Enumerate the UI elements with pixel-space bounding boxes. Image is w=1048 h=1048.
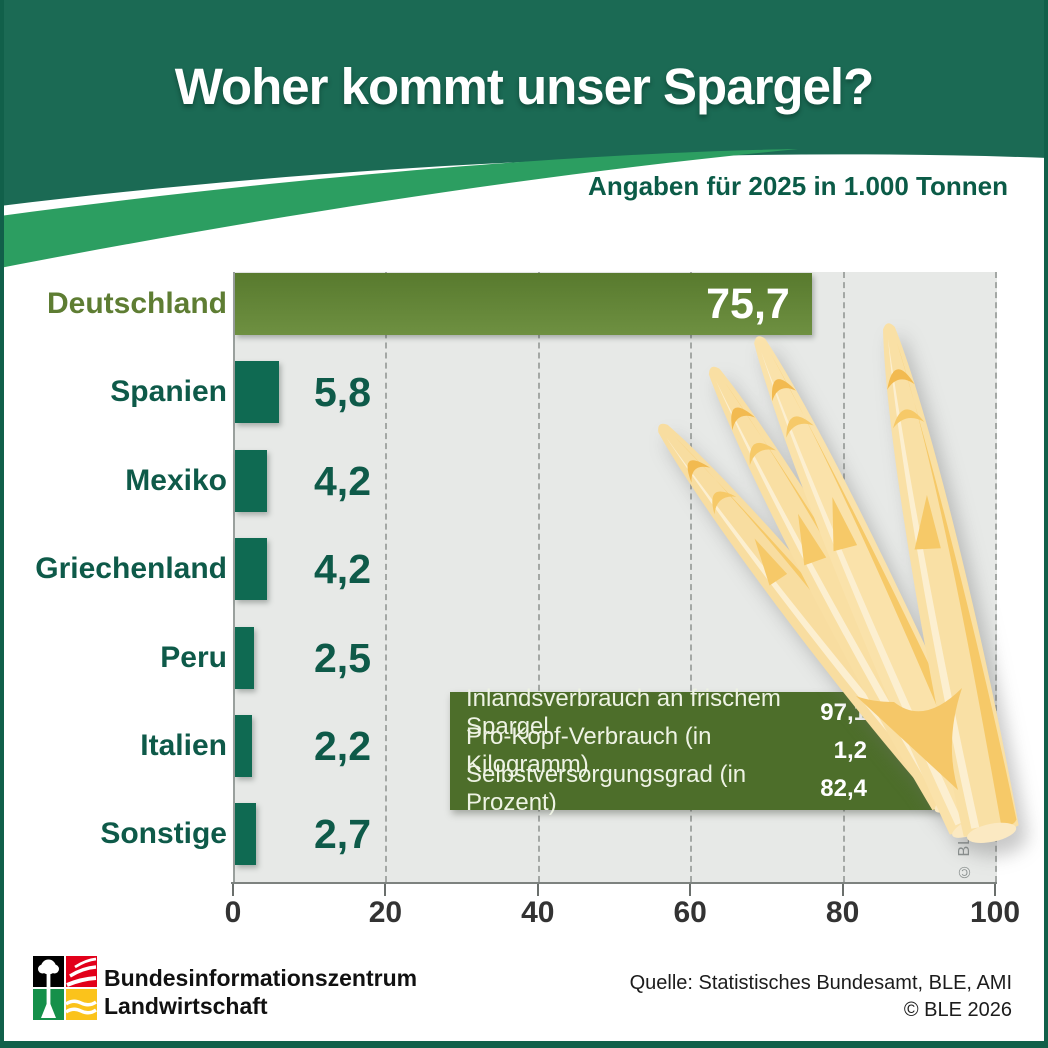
category-label-deutschland: Deutschland [46, 287, 227, 320]
bar-spanien [235, 361, 280, 423]
category-label-italien: Italien [140, 729, 227, 762]
ble-watermark: © BLE [956, 823, 973, 880]
x-tick-label-80: 80 [825, 896, 860, 929]
gridline-100 [995, 272, 997, 882]
organization-name: Bundesinformationszentrum Landwirtschaft [104, 964, 417, 1020]
bar-value-mexiko: 4,2 [314, 458, 371, 504]
x-tick-mark-80 [841, 884, 844, 896]
source-block: Quelle: Statistisches Bundesamt, BLE, AM… [630, 970, 1012, 1024]
category-label-sonstige: Sonstige [100, 817, 227, 850]
x-tick-mark-20 [384, 884, 387, 896]
header-band [0, 0, 1048, 268]
consumption-info-box: Inlandsverbrauch an frischem Spargel 97,1… [450, 685, 955, 816]
info-row-2-value: 1,2 [833, 737, 867, 764]
gridline-20 [385, 272, 388, 882]
x-tick-mark-100 [994, 884, 996, 896]
bar-value-spanien: 5,8 [314, 369, 371, 415]
bar-value-deutschland: 75,7 [706, 279, 790, 328]
organization-name-line1: Bundesinformationszentrum [104, 965, 418, 991]
source-text: Quelle: Statistisches Bundesamt, BLE, AM… [629, 972, 1012, 994]
bar-deutschland: 75,7 [235, 273, 812, 335]
info-row-3: Selbstversorgungsgrad (in Prozent) 82,4 [450, 761, 955, 816]
page-title: Woher kommt unser Spargel? [174, 58, 875, 115]
x-tick-label-60: 60 [673, 896, 707, 929]
frame-right-border [1044, 0, 1048, 1048]
info-row-3-label: Selbstversorgungsgrad (in Prozent) [466, 761, 747, 816]
chart-subtitle: Angaben für 2025 in 1.000 Tonnen [588, 171, 1008, 201]
bar-griechenland [235, 538, 267, 600]
category-label-spanien: Spanien [110, 375, 227, 408]
bar-italien [235, 715, 252, 777]
bar-mexiko [235, 450, 267, 512]
frame-left-border [0, 0, 4, 1048]
x-tick-mark-0 [232, 884, 234, 896]
category-label-peru: Peru [160, 641, 227, 674]
organization-name-line2: Landwirtschaft [104, 993, 268, 1019]
x-tick-mark-60 [689, 884, 692, 896]
bar-value-sonstige: 2,7 [314, 811, 371, 857]
category-label-mexiko: Mexiko [125, 464, 227, 497]
info-row-3-value: 82,4 [820, 775, 867, 802]
frame-bottom-border [0, 1041, 1048, 1048]
logo-tree-icon [38, 959, 59, 1018]
x-tick-label-100: 100 [969, 896, 1021, 929]
swoosh-graphic [0, 149, 798, 268]
gridline-40 [537, 272, 540, 882]
x-tick-label-0: 0 [224, 896, 242, 929]
bar-sonstige [235, 803, 256, 865]
bar-value-griechenland: 4,2 [314, 546, 371, 592]
biz-landwirtschaft-logo [33, 956, 97, 1020]
bar-peru [235, 627, 255, 689]
bar-value-peru: 2,5 [314, 635, 371, 681]
logo-waves-icon [65, 999, 97, 1015]
copyright-text: © BLE 2026 [903, 999, 1012, 1021]
x-axis-line [231, 882, 997, 884]
category-label-griechenland: Griechenland [35, 552, 227, 585]
x-tick-mark-40 [536, 884, 539, 896]
header-background-shape [0, 0, 1048, 206]
x-tick-label-40: 40 [521, 896, 555, 929]
x-tick-label-20: 20 [368, 896, 403, 929]
logo-field-stripes-icon [66, 957, 97, 987]
bar-value-italien: 2,2 [314, 723, 371, 769]
